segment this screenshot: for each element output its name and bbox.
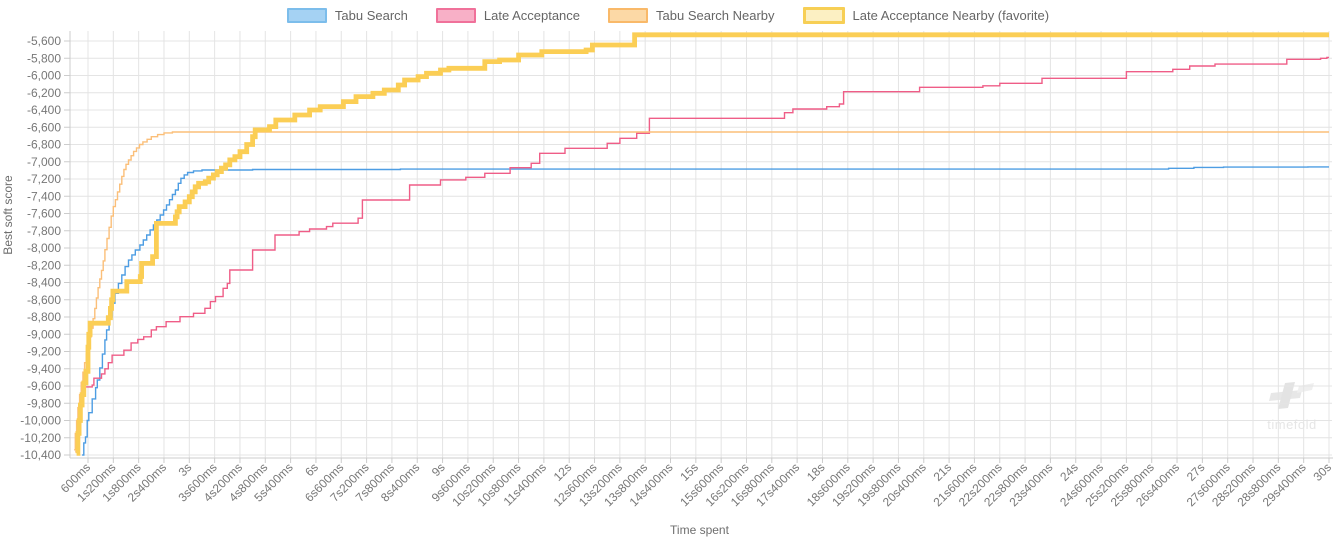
y-tick-label: -8,800 xyxy=(27,310,61,324)
y-axis-title: Best soft score xyxy=(1,175,15,255)
chart-legend: Tabu Search Late Acceptance Tabu Search Ne… xyxy=(0,7,1336,24)
series-line-tabu-search xyxy=(82,166,1329,456)
y-tick-label: -6,400 xyxy=(27,103,61,117)
y-tick-label: -6,000 xyxy=(27,69,61,83)
legend-label: Tabu Search Nearby xyxy=(656,8,775,23)
y-tick-label: -7,400 xyxy=(27,189,61,203)
series-line-tabu-search-nearby xyxy=(74,131,1329,451)
series-lines xyxy=(74,32,1329,456)
legend-label: Late Acceptance Nearby (favorite) xyxy=(852,8,1050,23)
legend-item-late-acceptance[interactable]: Late Acceptance xyxy=(435,8,581,23)
legend-chip xyxy=(286,8,327,23)
timefold-logo-icon xyxy=(1269,382,1314,409)
y-tick-label: -7,000 xyxy=(27,155,61,169)
legend-chip xyxy=(608,8,649,23)
x-tick-label: 6s xyxy=(302,460,321,479)
y-tick-label: -9,800 xyxy=(27,396,61,410)
y-tick-label: -7,200 xyxy=(27,172,61,186)
y-tick-label: -6,200 xyxy=(27,86,61,100)
y-tick-label: -5,800 xyxy=(27,51,61,65)
x-tick-label: 3s xyxy=(176,460,195,479)
series-line-late-acceptance xyxy=(75,56,1329,453)
x-axis-title: Time spent xyxy=(670,523,730,537)
x-tick-label: 9s xyxy=(429,460,448,479)
legend-chip xyxy=(435,8,476,23)
legend-label: Late Acceptance xyxy=(483,8,581,23)
legend-item-tabu-search-nearby[interactable]: Tabu Search Nearby xyxy=(608,8,775,23)
y-tick-label: -8,400 xyxy=(27,276,61,290)
y-tick-label: -7,600 xyxy=(27,207,61,221)
y-tick-label: -10,200 xyxy=(20,431,61,445)
y-tick-label: -9,000 xyxy=(27,327,61,341)
legend-item-late-acceptance-nearby-favorite[interactable]: Late Acceptance Nearby (favorite) xyxy=(802,7,1050,24)
axes xyxy=(64,31,1333,463)
gridlines xyxy=(70,31,1332,458)
y-tick-label: -9,600 xyxy=(27,379,61,393)
legend-chip xyxy=(802,7,845,24)
y-tick-label: -8,200 xyxy=(27,258,61,272)
y-tick-label: -7,800 xyxy=(27,224,61,238)
y-tick-label: -6,800 xyxy=(27,138,61,152)
y-tick-label: -6,600 xyxy=(27,120,61,134)
y-tick-label: -5,600 xyxy=(27,34,61,48)
series-line-late-acceptance-nearby-favorite xyxy=(75,32,1329,456)
y-tick-label: -8,600 xyxy=(27,293,61,307)
y-tick-label: -8,000 xyxy=(27,241,61,255)
tick-labels: -5,600 -5,800 -6,000 -6,200 -6,400 -6,600 -6,8… xyxy=(1,34,1334,537)
legend-label: Tabu Search xyxy=(334,8,408,23)
legend-item-tabu-search[interactable]: Tabu Search xyxy=(286,8,408,23)
x-tick-label: 30s xyxy=(1311,460,1335,484)
y-tick-label: -9,200 xyxy=(27,345,61,359)
y-tick-label: -10,400 xyxy=(20,448,61,462)
y-tick-label: -10,000 xyxy=(20,414,61,428)
y-tick-label: -9,400 xyxy=(27,362,61,376)
